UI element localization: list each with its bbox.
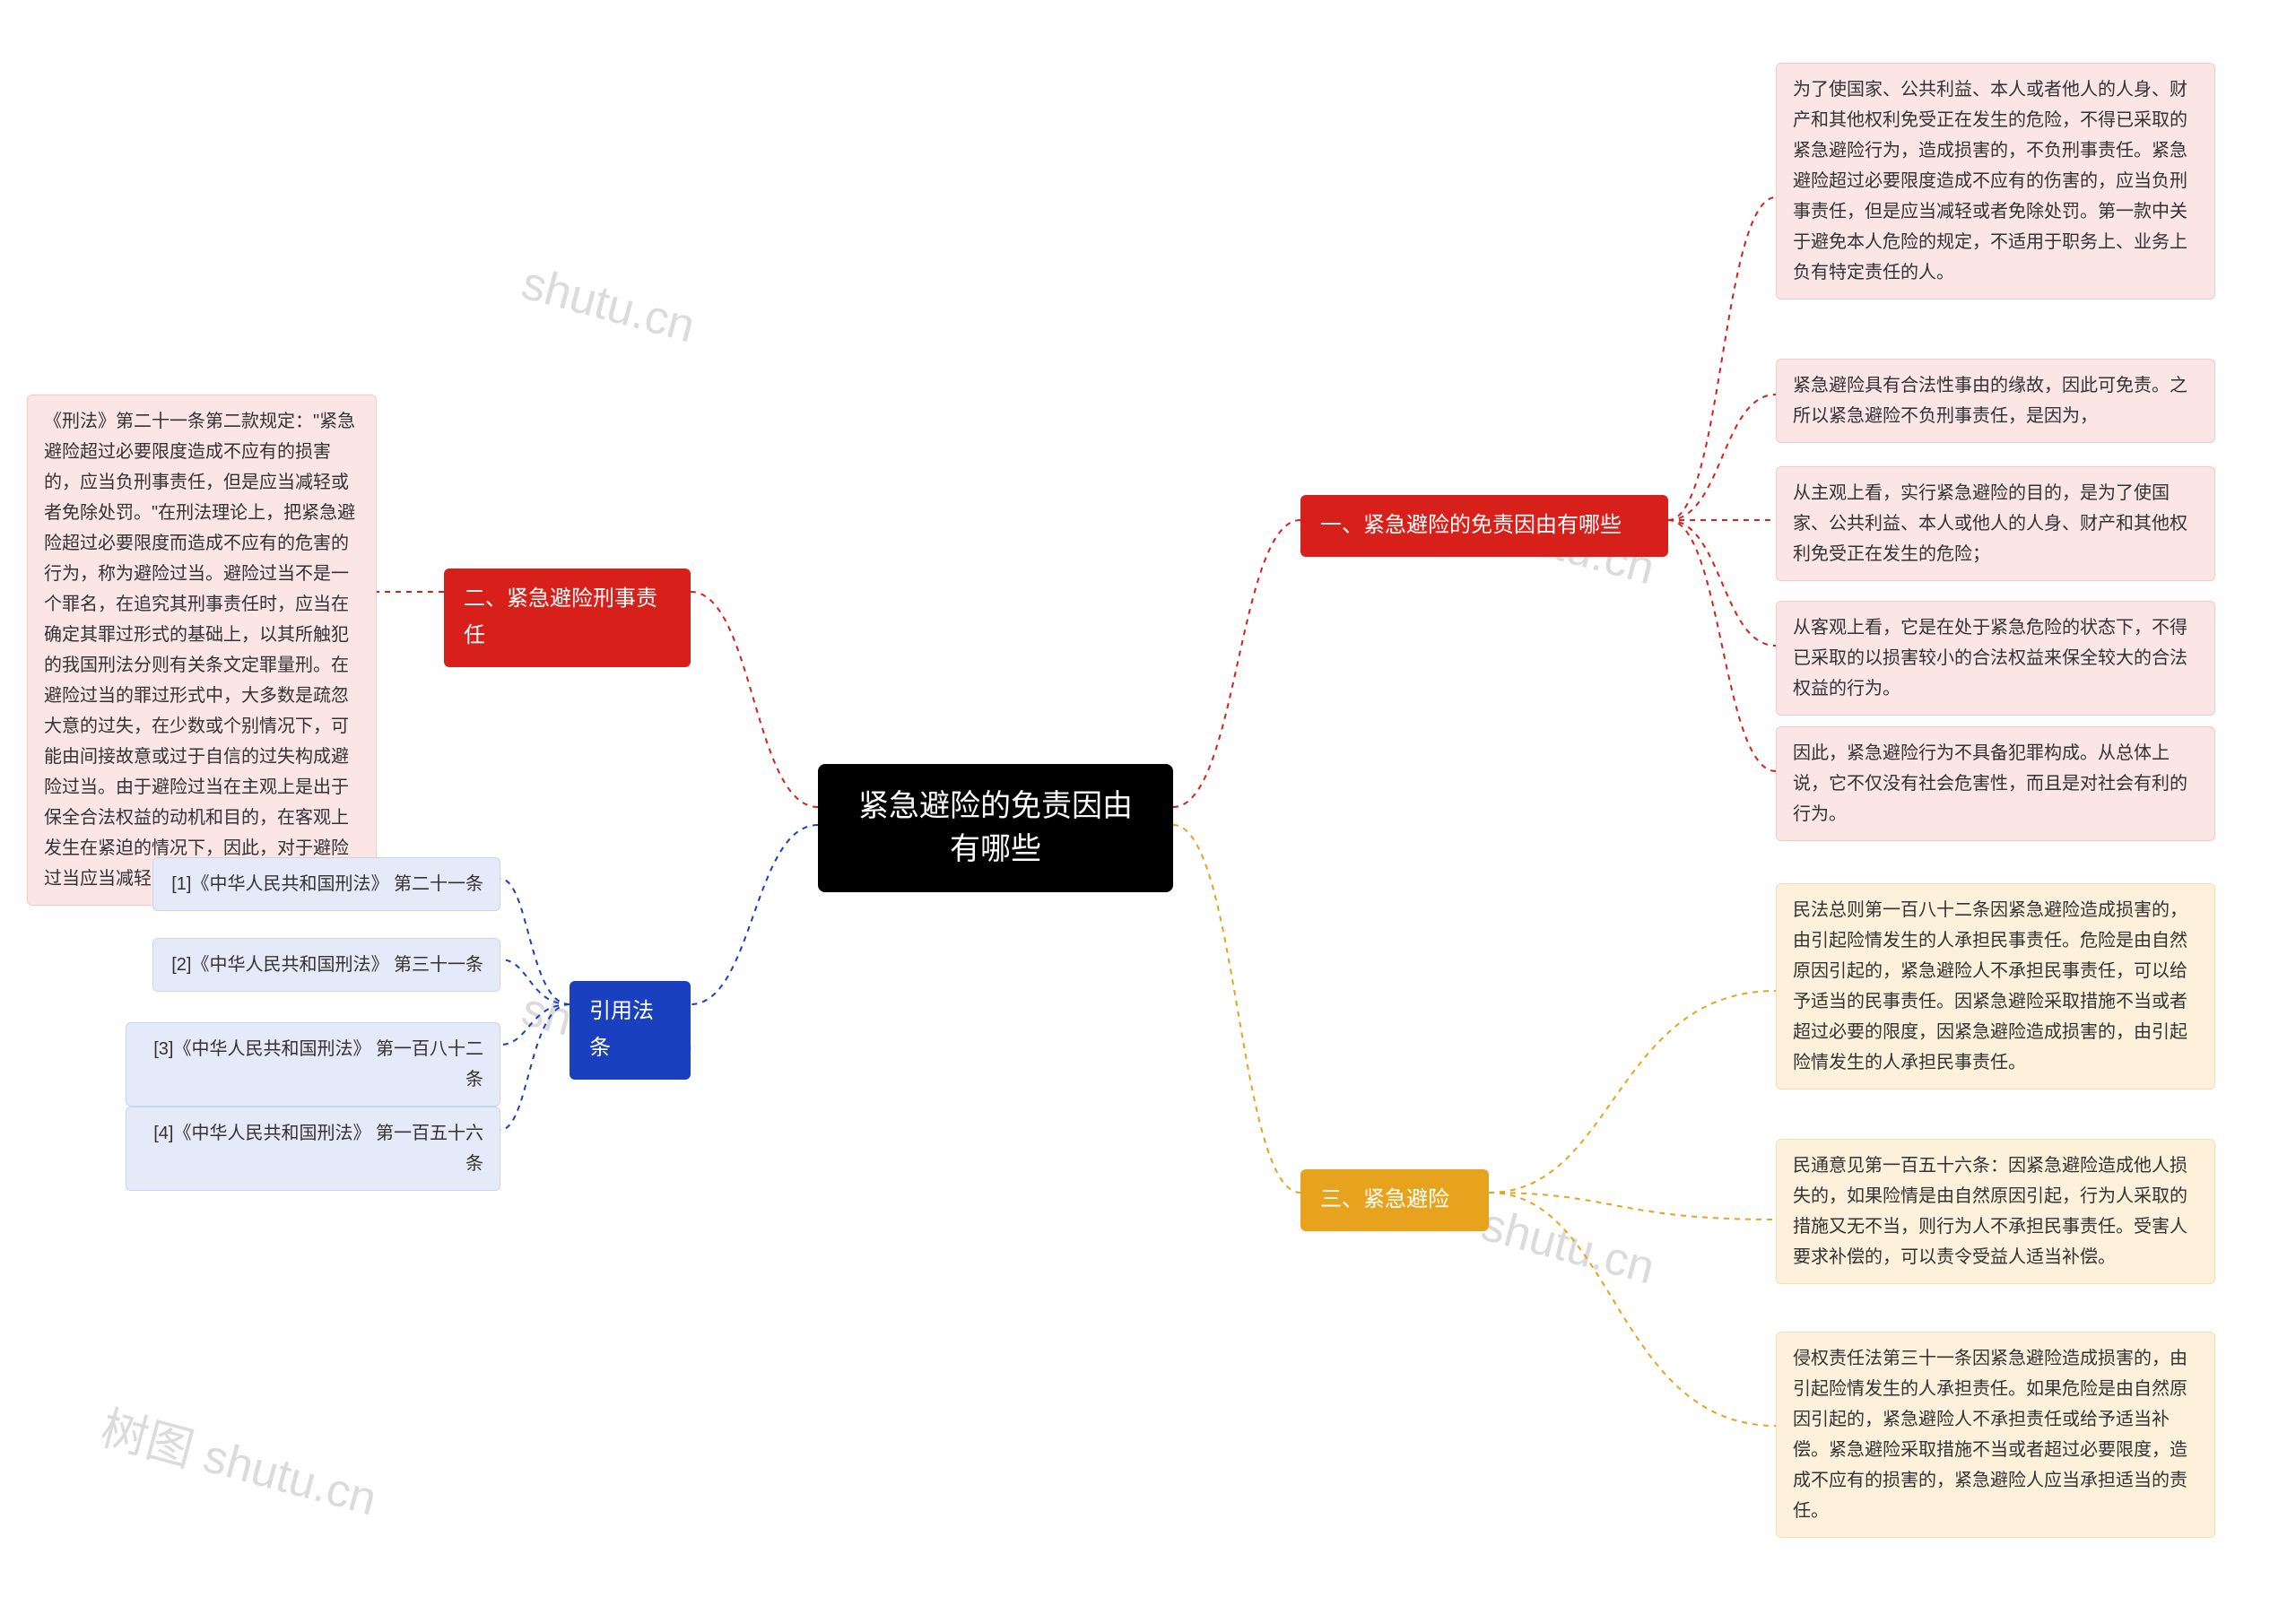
watermark: shutu.cn	[95, 1391, 386, 1529]
watermark: shutu.cn	[1476, 1198, 1660, 1296]
leaf-2-1: 《刑法》第二十一条第二款规定："紧急避险超过必要限度造成不应有的损害的，应当负刑…	[27, 395, 377, 906]
branch-1: 一、紧急避险的免责因由有哪些	[1300, 495, 1668, 557]
leaf-4-1: [1]《中华人民共和国刑法》 第二十一条	[152, 857, 500, 911]
branch-2: 二、紧急避险刑事责任	[444, 569, 691, 667]
leaf-1-2: 紧急避险具有合法性事由的缘故，因此可免责。之所以紧急避险不负刑事责任，是因为，	[1776, 359, 2215, 443]
leaf-4-2: [2]《中华人民共和国刑法》 第三十一条	[152, 938, 500, 992]
leaf-3-1: 民法总则第一百八十二条因紧急避险造成损害的，由引起险情发生的人承担民事责任。危险…	[1776, 883, 2215, 1089]
leaf-1-4: 从客观上看，它是在处于紧急危险的状态下，不得已采取的以损害较小的合法权益来保全较…	[1776, 601, 2215, 716]
branch-3: 三、紧急避险	[1300, 1169, 1489, 1231]
root-node: 紧急避险的免责因由有哪些	[818, 764, 1173, 892]
leaf-4-3: [3]《中华人民共和国刑法》 第一百八十二条	[126, 1022, 500, 1107]
leaf-4-4: [4]《中华人民共和国刑法》 第一百五十六条	[126, 1107, 500, 1191]
mindmap-canvas: shutu.cn shutu.cn shutu.cn shutu.cn shut…	[0, 0, 2296, 1606]
leaf-1-3: 从主观上看，实行紧急避险的目的，是为了使国家、公共利益、本人或他人的人身、财产和…	[1776, 466, 2215, 581]
watermark: shutu.cn	[517, 256, 700, 354]
leaf-3-3: 侵权责任法第三十一条因紧急避险造成损害的，由引起险情发生的人承担责任。如果危险是…	[1776, 1332, 2215, 1538]
leaf-1-1: 为了使国家、公共利益、本人或者他人的人身、财产和其他权利免受正在发生的危险，不得…	[1776, 63, 2215, 299]
leaf-3-2: 民通意见第一百五十六条：因紧急避险造成他人损失的，如果险情是由自然原因引起，行为…	[1776, 1139, 2215, 1284]
branch-4: 引用法条	[570, 981, 691, 1080]
leaf-1-5: 因此，紧急避险行为不具备犯罪构成。从总体上说，它不仅没有社会危害性，而且是对社会…	[1776, 726, 2215, 841]
